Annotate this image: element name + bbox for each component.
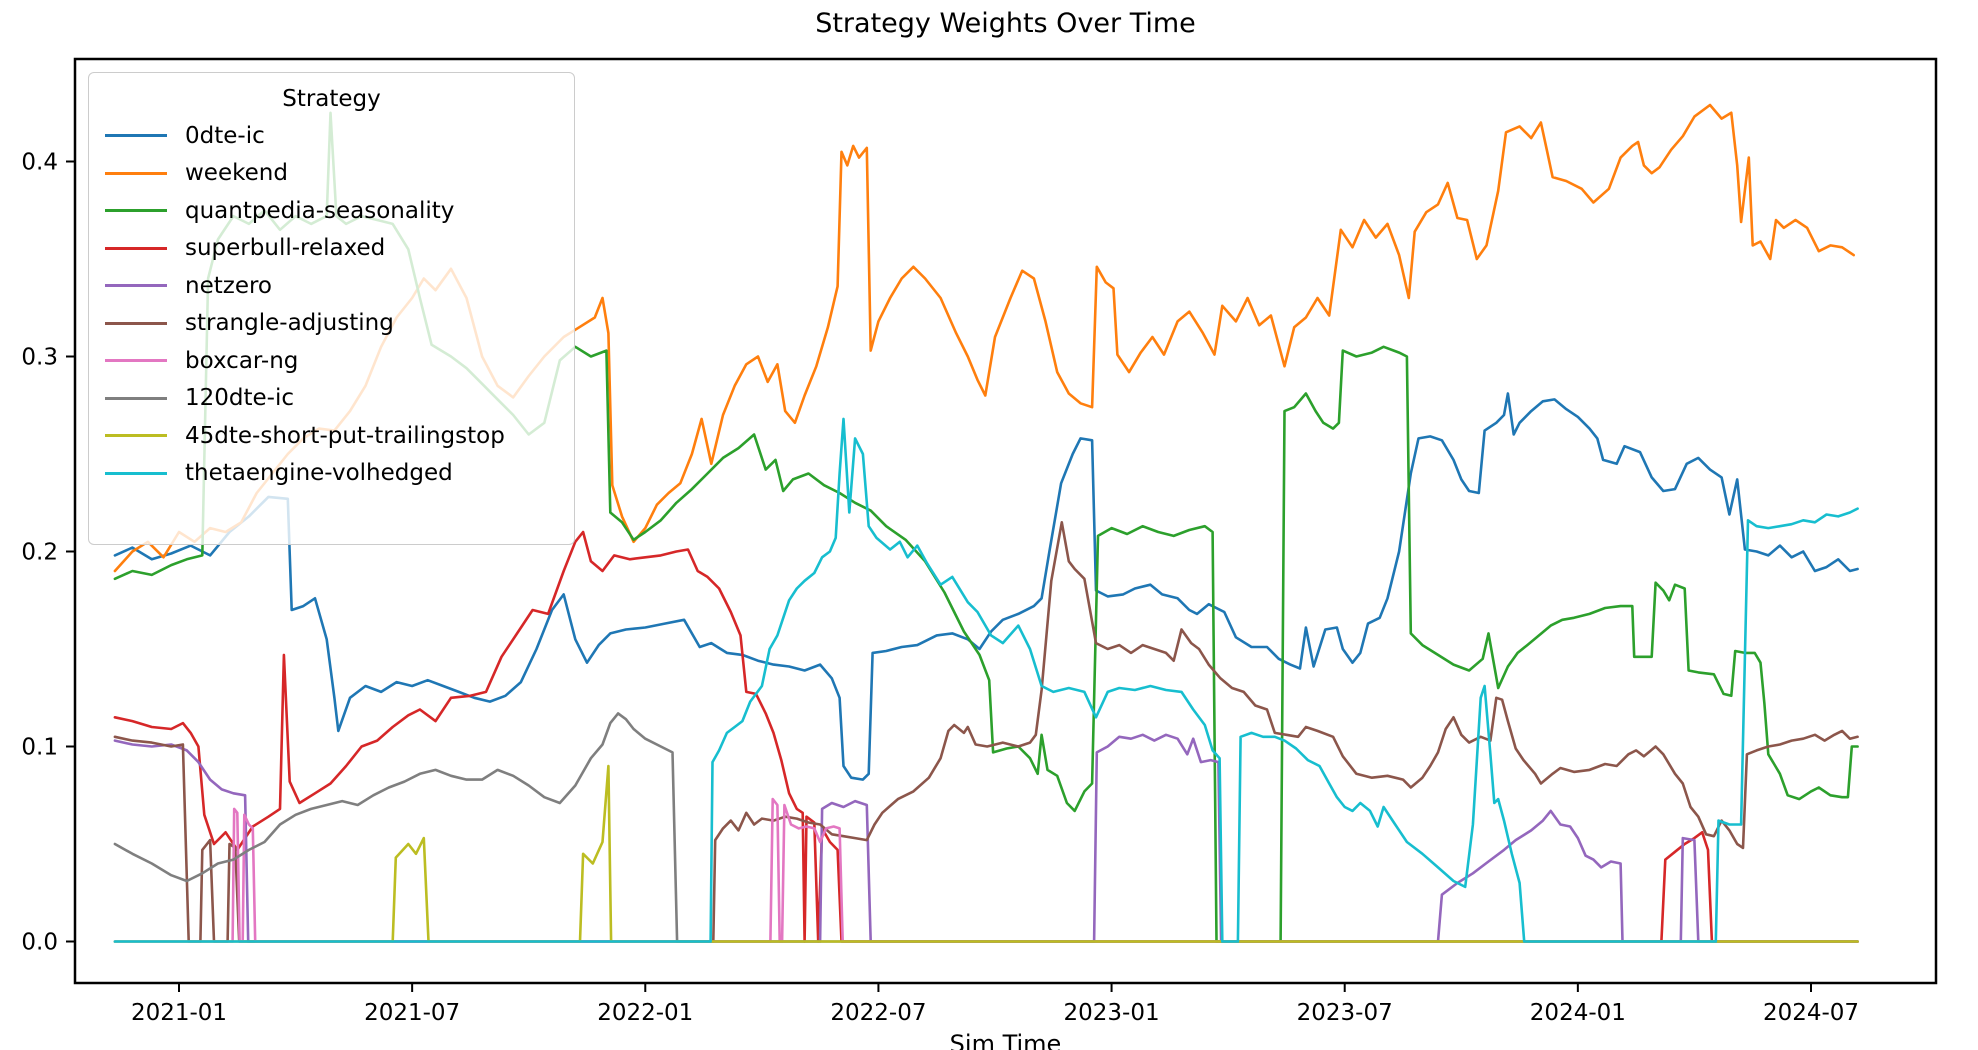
legend-label: weekend bbox=[185, 160, 288, 187]
legend-label: strangle-adjusting bbox=[185, 310, 394, 337]
legend-item-superbull-relaxed: superbull-relaxed bbox=[89, 230, 574, 268]
series-line-strangle-adjusting bbox=[113, 521, 1859, 943]
legend-label: 0dte-ic bbox=[185, 122, 265, 149]
series-line-120dte-ic bbox=[113, 712, 1859, 943]
legend-item-0dte-ic: 0dte-ic bbox=[89, 117, 574, 155]
y-tick-label: 0.4 bbox=[21, 150, 58, 176]
legend-label: 45dte-short-put-trailingstop bbox=[185, 422, 505, 449]
legend-title: Strategy bbox=[282, 86, 381, 112]
x-tick-label: 2024-07 bbox=[1763, 1000, 1859, 1026]
y-tick-label: 0.0 bbox=[21, 930, 58, 956]
y-axis: 0.0 0.1 0.2 0.3 0.4 bbox=[21, 150, 75, 956]
legend-line-swatch bbox=[105, 209, 167, 213]
legend-label: thetaengine-volhedged bbox=[185, 460, 453, 487]
legend-item-quantpedia-seasonality: quantpedia-seasonality bbox=[89, 192, 574, 230]
x-tick-label: 2021-07 bbox=[364, 1000, 460, 1026]
y-tick-label: 0.3 bbox=[21, 345, 58, 371]
legend-label: netzero bbox=[185, 272, 272, 299]
x-tick-label: 2023-07 bbox=[1297, 1000, 1393, 1026]
x-tick-label: 2022-01 bbox=[597, 1000, 693, 1026]
legend-line-swatch bbox=[105, 471, 167, 475]
legend-line-swatch bbox=[105, 396, 167, 400]
x-tick-label: 2023-01 bbox=[1064, 1000, 1160, 1026]
x-axis: 2021-01 2021-07 2022-01 2022-07 2023-01 2023-… bbox=[131, 983, 1859, 1026]
legend-rows: 0dte-ic weekend quantpedia-seasonality supe… bbox=[89, 117, 574, 492]
x-tick-label: 2024-01 bbox=[1530, 1000, 1626, 1026]
x-axis-label: Sim Time bbox=[949, 1030, 1062, 1050]
legend-item-boxcar-ng: boxcar-ng bbox=[89, 342, 574, 380]
x-tick-label: 2022-07 bbox=[830, 1000, 926, 1026]
x-tick-label: 2021-01 bbox=[131, 1000, 227, 1026]
y-tick-label: 0.1 bbox=[21, 735, 58, 761]
legend-label: 120dte-ic bbox=[185, 385, 295, 412]
series-lines bbox=[113, 103, 1859, 943]
legend-item-120dte-ic: 120dte-ic bbox=[89, 380, 574, 418]
series-line-netzero bbox=[113, 733, 1859, 943]
series-line-thetaengine-volhedged bbox=[113, 417, 1859, 943]
legend-label: boxcar-ng bbox=[185, 347, 299, 374]
legend-line-swatch bbox=[105, 434, 167, 438]
legend-line-swatch bbox=[105, 134, 167, 138]
legend-line-swatch bbox=[105, 284, 167, 288]
legend-line-swatch bbox=[105, 359, 167, 363]
legend-item-thetaengine-volhedged: thetaengine-volhedged bbox=[89, 455, 574, 493]
legend: Strategy 0dte-ic weekend quantpedia-season… bbox=[88, 72, 575, 545]
y-tick-label: 0.2 bbox=[21, 540, 58, 566]
legend-item-45dte-short-put-trailingstop: 45dte-short-put-trailingstop bbox=[89, 417, 574, 455]
axes-spines bbox=[73, 57, 1938, 985]
legend-item-weekend: weekend bbox=[89, 155, 574, 193]
legend-line-swatch bbox=[105, 246, 167, 250]
legend-label: quantpedia-seasonality bbox=[185, 197, 455, 224]
legend-line-swatch bbox=[105, 321, 167, 325]
chart-title: Strategy Weights Over Time bbox=[815, 8, 1196, 39]
legend-label: superbull-relaxed bbox=[185, 235, 386, 262]
legend-item-netzero: netzero bbox=[89, 267, 574, 305]
legend-line-swatch bbox=[105, 171, 167, 175]
legend-item-strangle-adjusting: strangle-adjusting bbox=[89, 305, 574, 343]
